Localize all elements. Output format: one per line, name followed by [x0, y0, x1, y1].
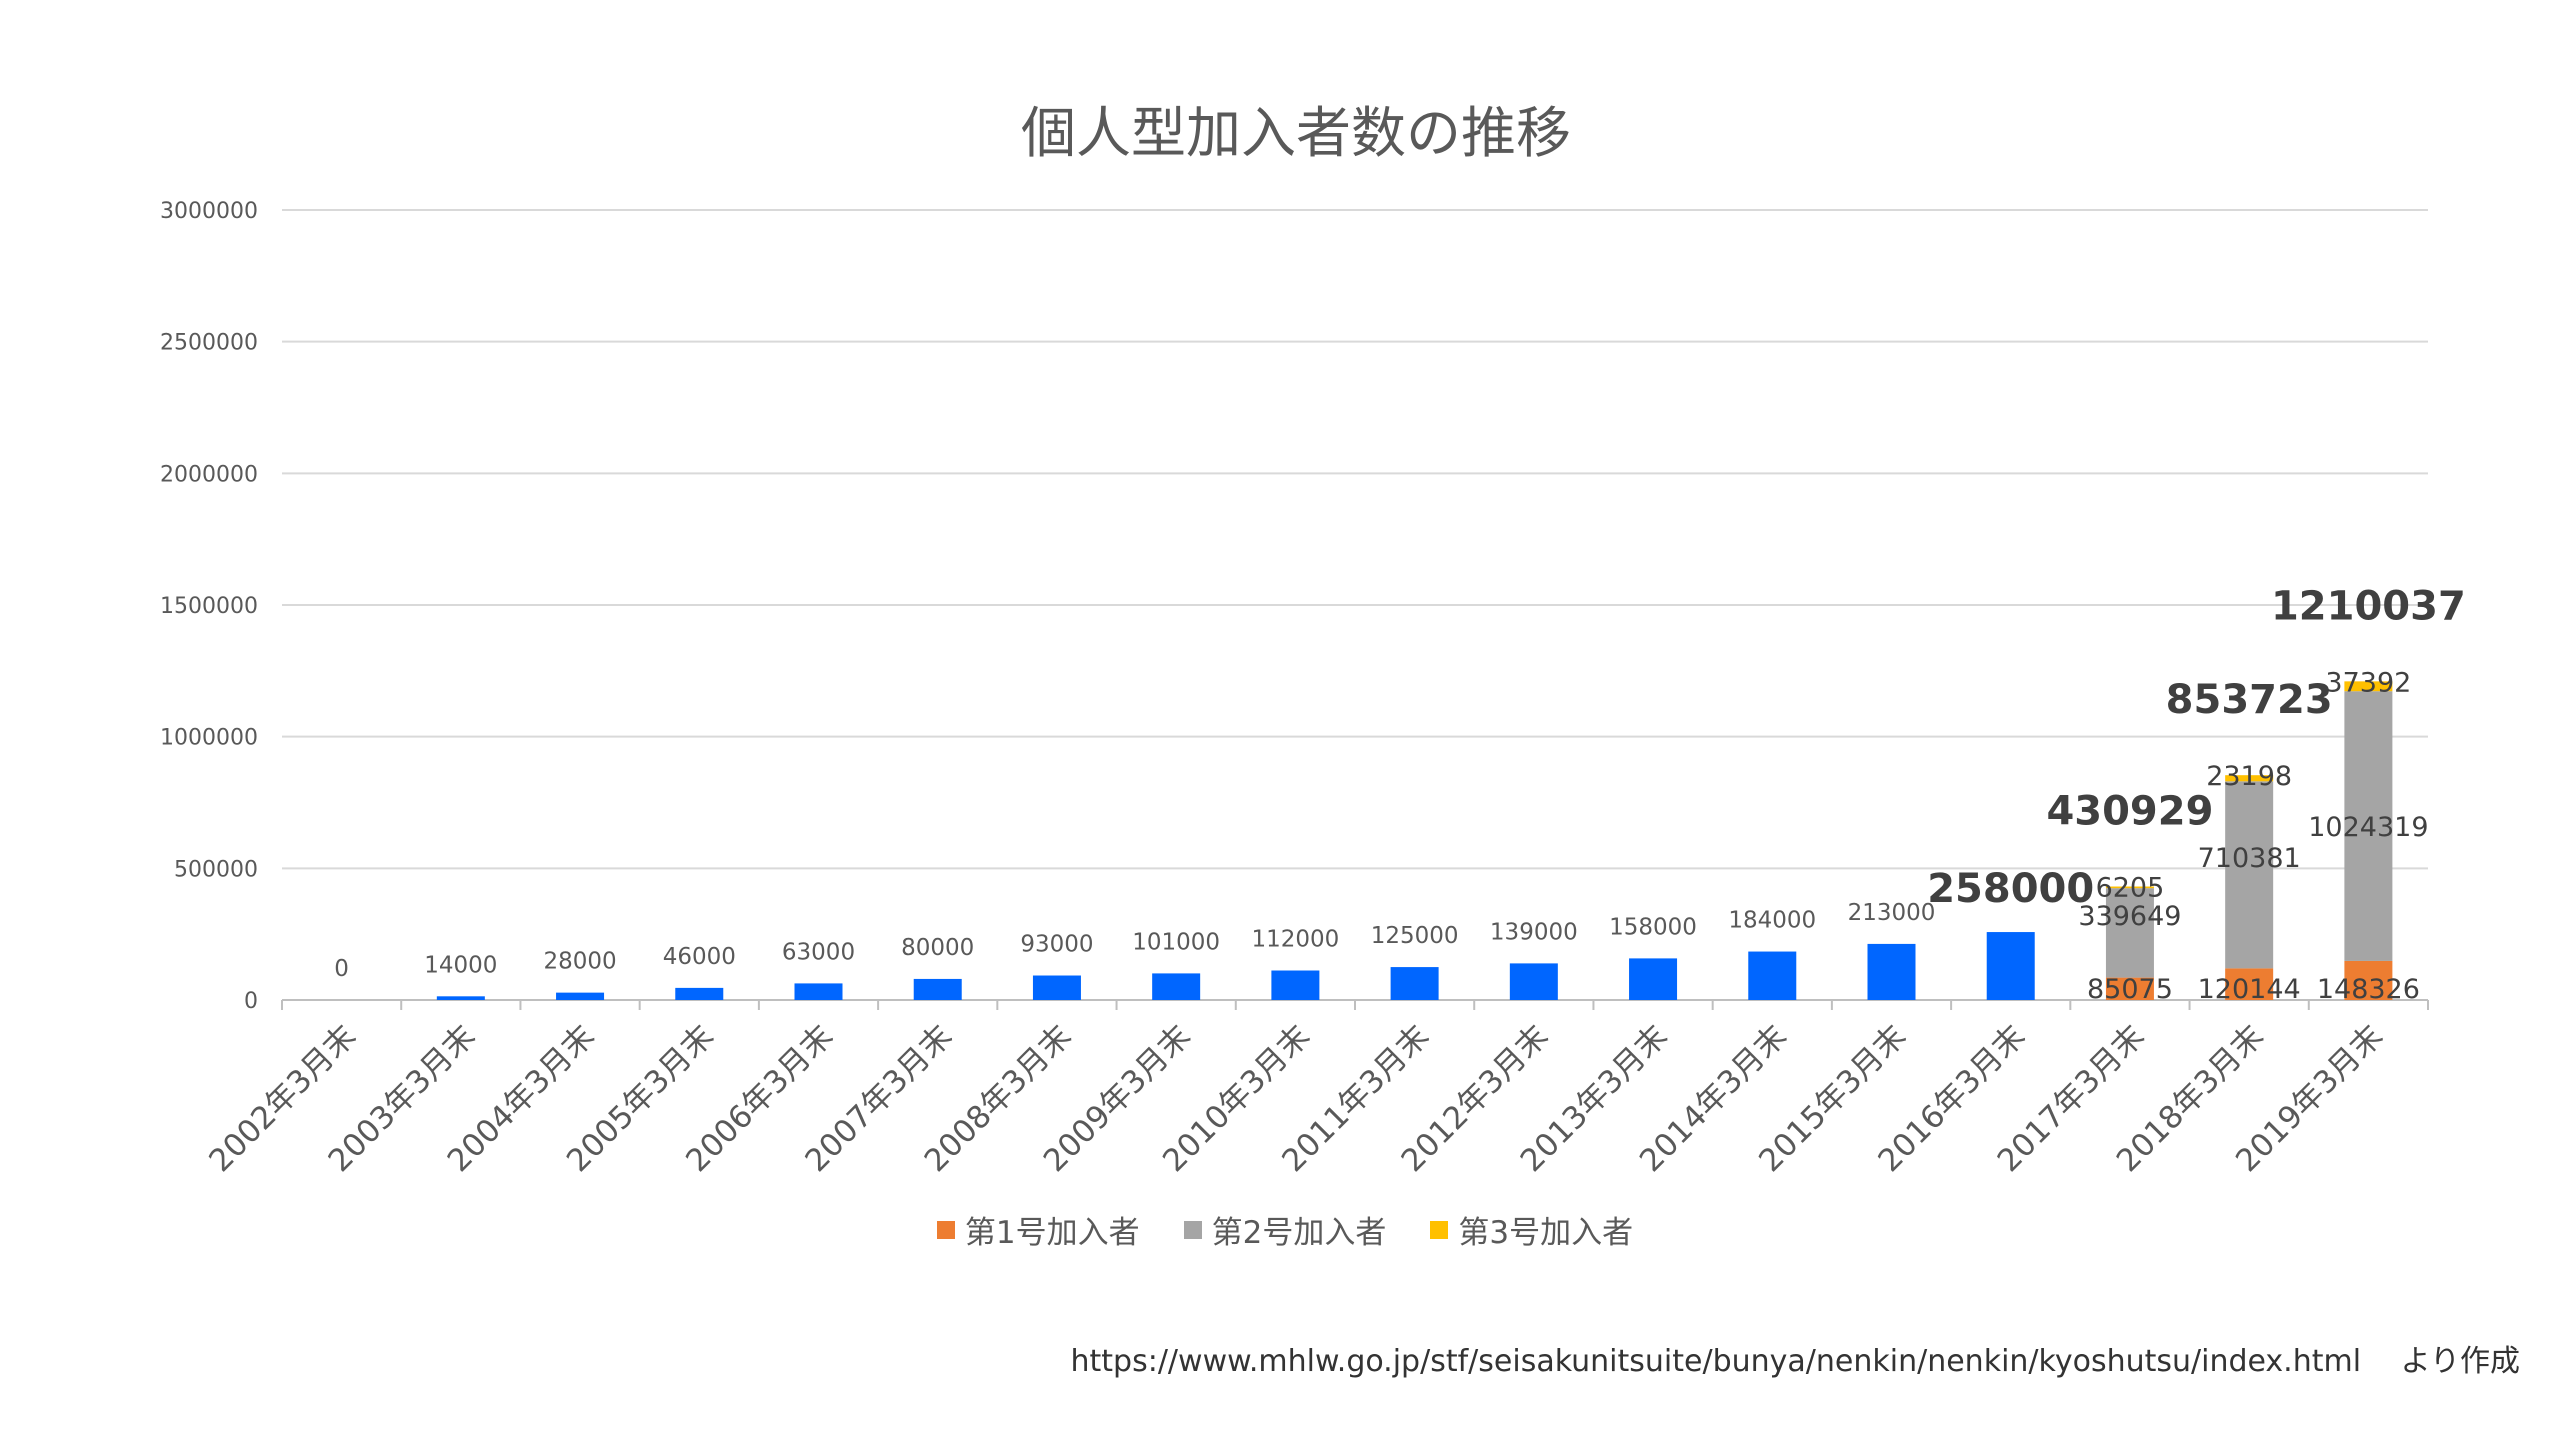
- bar-total: [1986, 932, 2035, 1000]
- source-note: https://www.mhlw.go.jp/stf/seisakunitsui…: [1070, 1344, 2521, 1379]
- legend-label-third: 第3号加入者: [1458, 1215, 1634, 1251]
- data-label: 1024319: [2308, 812, 2428, 843]
- data-label: 23198: [2206, 761, 2292, 792]
- bar-total: [913, 978, 962, 1000]
- y-tick-label: 3000000: [160, 199, 258, 224]
- bar-segment-series-2: [2105, 888, 2154, 978]
- y-tick-label: 0: [244, 989, 258, 1014]
- legend-label-first: 第1号加入者: [964, 1215, 1140, 1251]
- bar-segment-series-2: [2225, 781, 2274, 969]
- bar-total: [1867, 943, 1916, 1000]
- bar-total: [1390, 967, 1439, 1000]
- bar-segment-series-1: [2105, 977, 2154, 1000]
- legend-item-second: 第2号加入者: [1183, 1207, 1387, 1252]
- data-label: 37392: [2325, 667, 2411, 698]
- stack-total-label: 1210037: [2271, 583, 2466, 629]
- stack-total-label: 853723: [2166, 677, 2333, 723]
- bar-segment-series-3: [2344, 681, 2393, 692]
- data-label: 139000: [1490, 919, 1578, 945]
- y-tick-label: 1500000: [160, 594, 258, 619]
- data-label: 148326: [2317, 974, 2420, 1005]
- chart-legend: 第1号加入者 第2号加入者 第3号加入者: [0, 1207, 2560, 1252]
- legend-swatch-second: [1183, 1220, 1202, 1239]
- y-tick-label: 500000: [174, 857, 258, 882]
- data-label: 101000: [1132, 929, 1220, 955]
- data-label: 93000: [1020, 932, 1093, 958]
- data-label: 85075: [2087, 974, 2173, 1005]
- bar-total: [1509, 963, 1558, 1000]
- bar-total: [1032, 975, 1081, 1000]
- bar-total: [675, 987, 724, 1000]
- chart-title: 個人型加入者数の推移: [1020, 101, 1571, 165]
- legend-swatch-first: [936, 1220, 955, 1239]
- data-label: 6205: [2096, 873, 2165, 904]
- legend-item-first: 第1号加入者: [936, 1207, 1140, 1252]
- data-label: 63000: [782, 939, 855, 965]
- data-label: 213000: [1848, 900, 1936, 926]
- y-tick-label: 1000000: [160, 726, 258, 751]
- data-label: 80000: [901, 935, 974, 961]
- data-label: 46000: [663, 944, 736, 970]
- data-label: 158000: [1609, 914, 1697, 940]
- bar-segment-series-2: [2344, 691, 2393, 961]
- data-label: 125000: [1371, 923, 1459, 949]
- bar-total: [1748, 951, 1797, 1000]
- bar-total: [794, 983, 843, 1000]
- data-label: 710381: [2198, 843, 2301, 874]
- bar-total: [556, 992, 605, 1000]
- bar-total: [1152, 973, 1201, 1000]
- bar-total: [1271, 970, 1320, 1000]
- bar-segment-series-3: [2105, 886, 2154, 889]
- data-label: 258000: [1927, 866, 2094, 912]
- data-label: 184000: [1728, 908, 1816, 934]
- data-label: 28000: [543, 949, 616, 975]
- bar-segment-series-1: [2344, 960, 2393, 1000]
- stack-total-label: 430929: [2046, 789, 2213, 835]
- data-label: 14000: [424, 952, 497, 978]
- bar-total: [436, 996, 485, 1000]
- bar-total: [1629, 958, 1678, 1000]
- bar-segment-series-3: [2225, 775, 2274, 782]
- y-tick-label: 2000000: [160, 462, 258, 487]
- data-label: 120144: [2198, 974, 2301, 1005]
- data-label: 339649: [2078, 901, 2181, 932]
- legend-item-third: 第3号加入者: [1430, 1207, 1633, 1252]
- data-label: 0: [334, 956, 349, 982]
- data-label: 112000: [1251, 927, 1339, 953]
- y-tick-label: 2500000: [160, 331, 258, 356]
- legend-label-second: 第2号加入者: [1211, 1215, 1387, 1251]
- legend-swatch-third: [1430, 1220, 1449, 1239]
- bar-segment-series-1: [2225, 968, 2274, 1000]
